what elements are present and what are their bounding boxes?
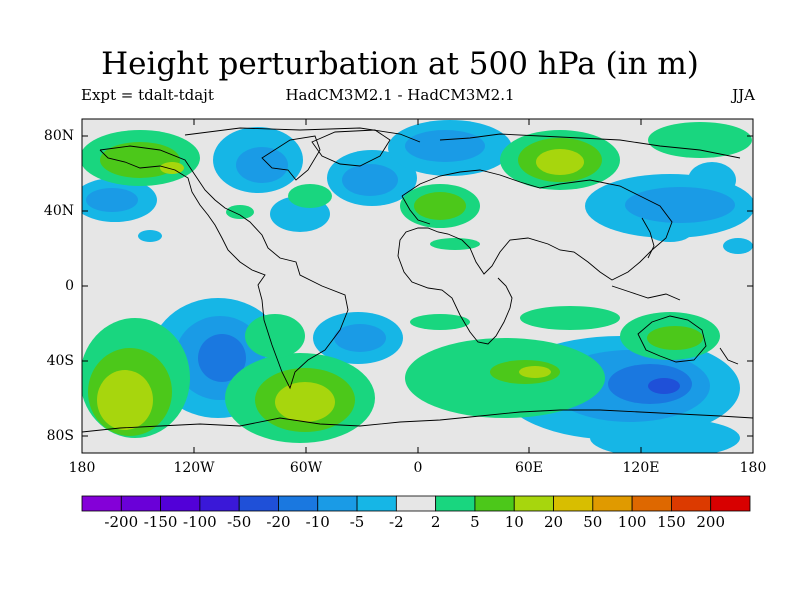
colorbar-level-label: 5 <box>470 513 480 531</box>
colorbar-swatch <box>710 495 751 512</box>
colorbar-level-label: 150 <box>657 513 686 531</box>
colorbar-level-label: 20 <box>543 513 564 531</box>
lon-label-120e: 120E <box>622 460 660 476</box>
lon-label-180w: 180 <box>68 460 96 476</box>
colorbar-swatch <box>317 495 358 512</box>
lat-label-40s: 40S <box>46 353 74 369</box>
colorbar-level-label: -50 <box>227 513 252 531</box>
lat-label-0: 0 <box>65 278 74 294</box>
colorbar-level-label: 100 <box>617 513 647 531</box>
colorbar-swatch <box>395 495 437 512</box>
colorbar-level-label: -10 <box>305 513 330 531</box>
colorbar-level-label: 200 <box>696 513 726 531</box>
colorbar-swatch <box>81 495 122 512</box>
colorbar-level-label: -150 <box>143 513 178 531</box>
coastlines <box>82 127 753 433</box>
lat-label-40n: 40N <box>43 203 74 219</box>
colorbar-swatch <box>278 495 319 512</box>
colorbar-swatch <box>435 495 476 512</box>
colorbar-level-label: 2 <box>430 513 441 531</box>
lon-label-120w: 120W <box>173 460 215 476</box>
positive-regions-strong <box>97 149 584 430</box>
map-title: Height perturbation at 500 hPa (in m) <box>101 46 699 82</box>
colorbar-level-label: -5 <box>349 513 365 531</box>
colorbar-swatch <box>474 495 515 512</box>
colorbar-level-label: -20 <box>266 513 291 531</box>
colorbar-level-label: -200 <box>104 513 139 531</box>
lat-label-80n: 80N <box>43 128 74 144</box>
colorbar-swatch <box>592 495 633 512</box>
colorbar-level-label: -100 <box>183 513 217 531</box>
colorbar-level-label: 50 <box>583 513 603 531</box>
model-label: HadCM3M2.1 - HadCM3M2.1 <box>285 86 515 104</box>
colorbar-level-label: 10 <box>504 513 524 531</box>
colorbar-swatch <box>238 495 279 512</box>
lon-label-60e: 60E <box>514 460 544 476</box>
axis-ticks <box>81 119 754 453</box>
season-label: JJA <box>732 86 755 104</box>
colorbar <box>81 495 751 512</box>
lon-label-0: 0 <box>413 460 423 476</box>
colorbar-swatch <box>356 495 397 512</box>
colorbar-swatch <box>631 495 672 512</box>
lon-label-60w: 60W <box>289 460 323 476</box>
colorbar-swatch <box>199 495 240 512</box>
lat-label-80s: 80S <box>46 428 74 444</box>
colorbar-swatch <box>553 495 594 512</box>
map-plot-area <box>82 119 753 453</box>
colorbar-swatch <box>160 495 201 512</box>
experiment-label: Expt = tdalt-tdajt <box>81 86 214 104</box>
lon-label-180e: 180 <box>739 460 767 476</box>
colorbar-level-label: -2 <box>389 513 404 531</box>
colorbar-swatch <box>671 495 712 512</box>
colorbar-swatch <box>120 495 161 512</box>
negative-regions-max <box>648 378 680 394</box>
colorbar-swatch <box>513 495 554 512</box>
